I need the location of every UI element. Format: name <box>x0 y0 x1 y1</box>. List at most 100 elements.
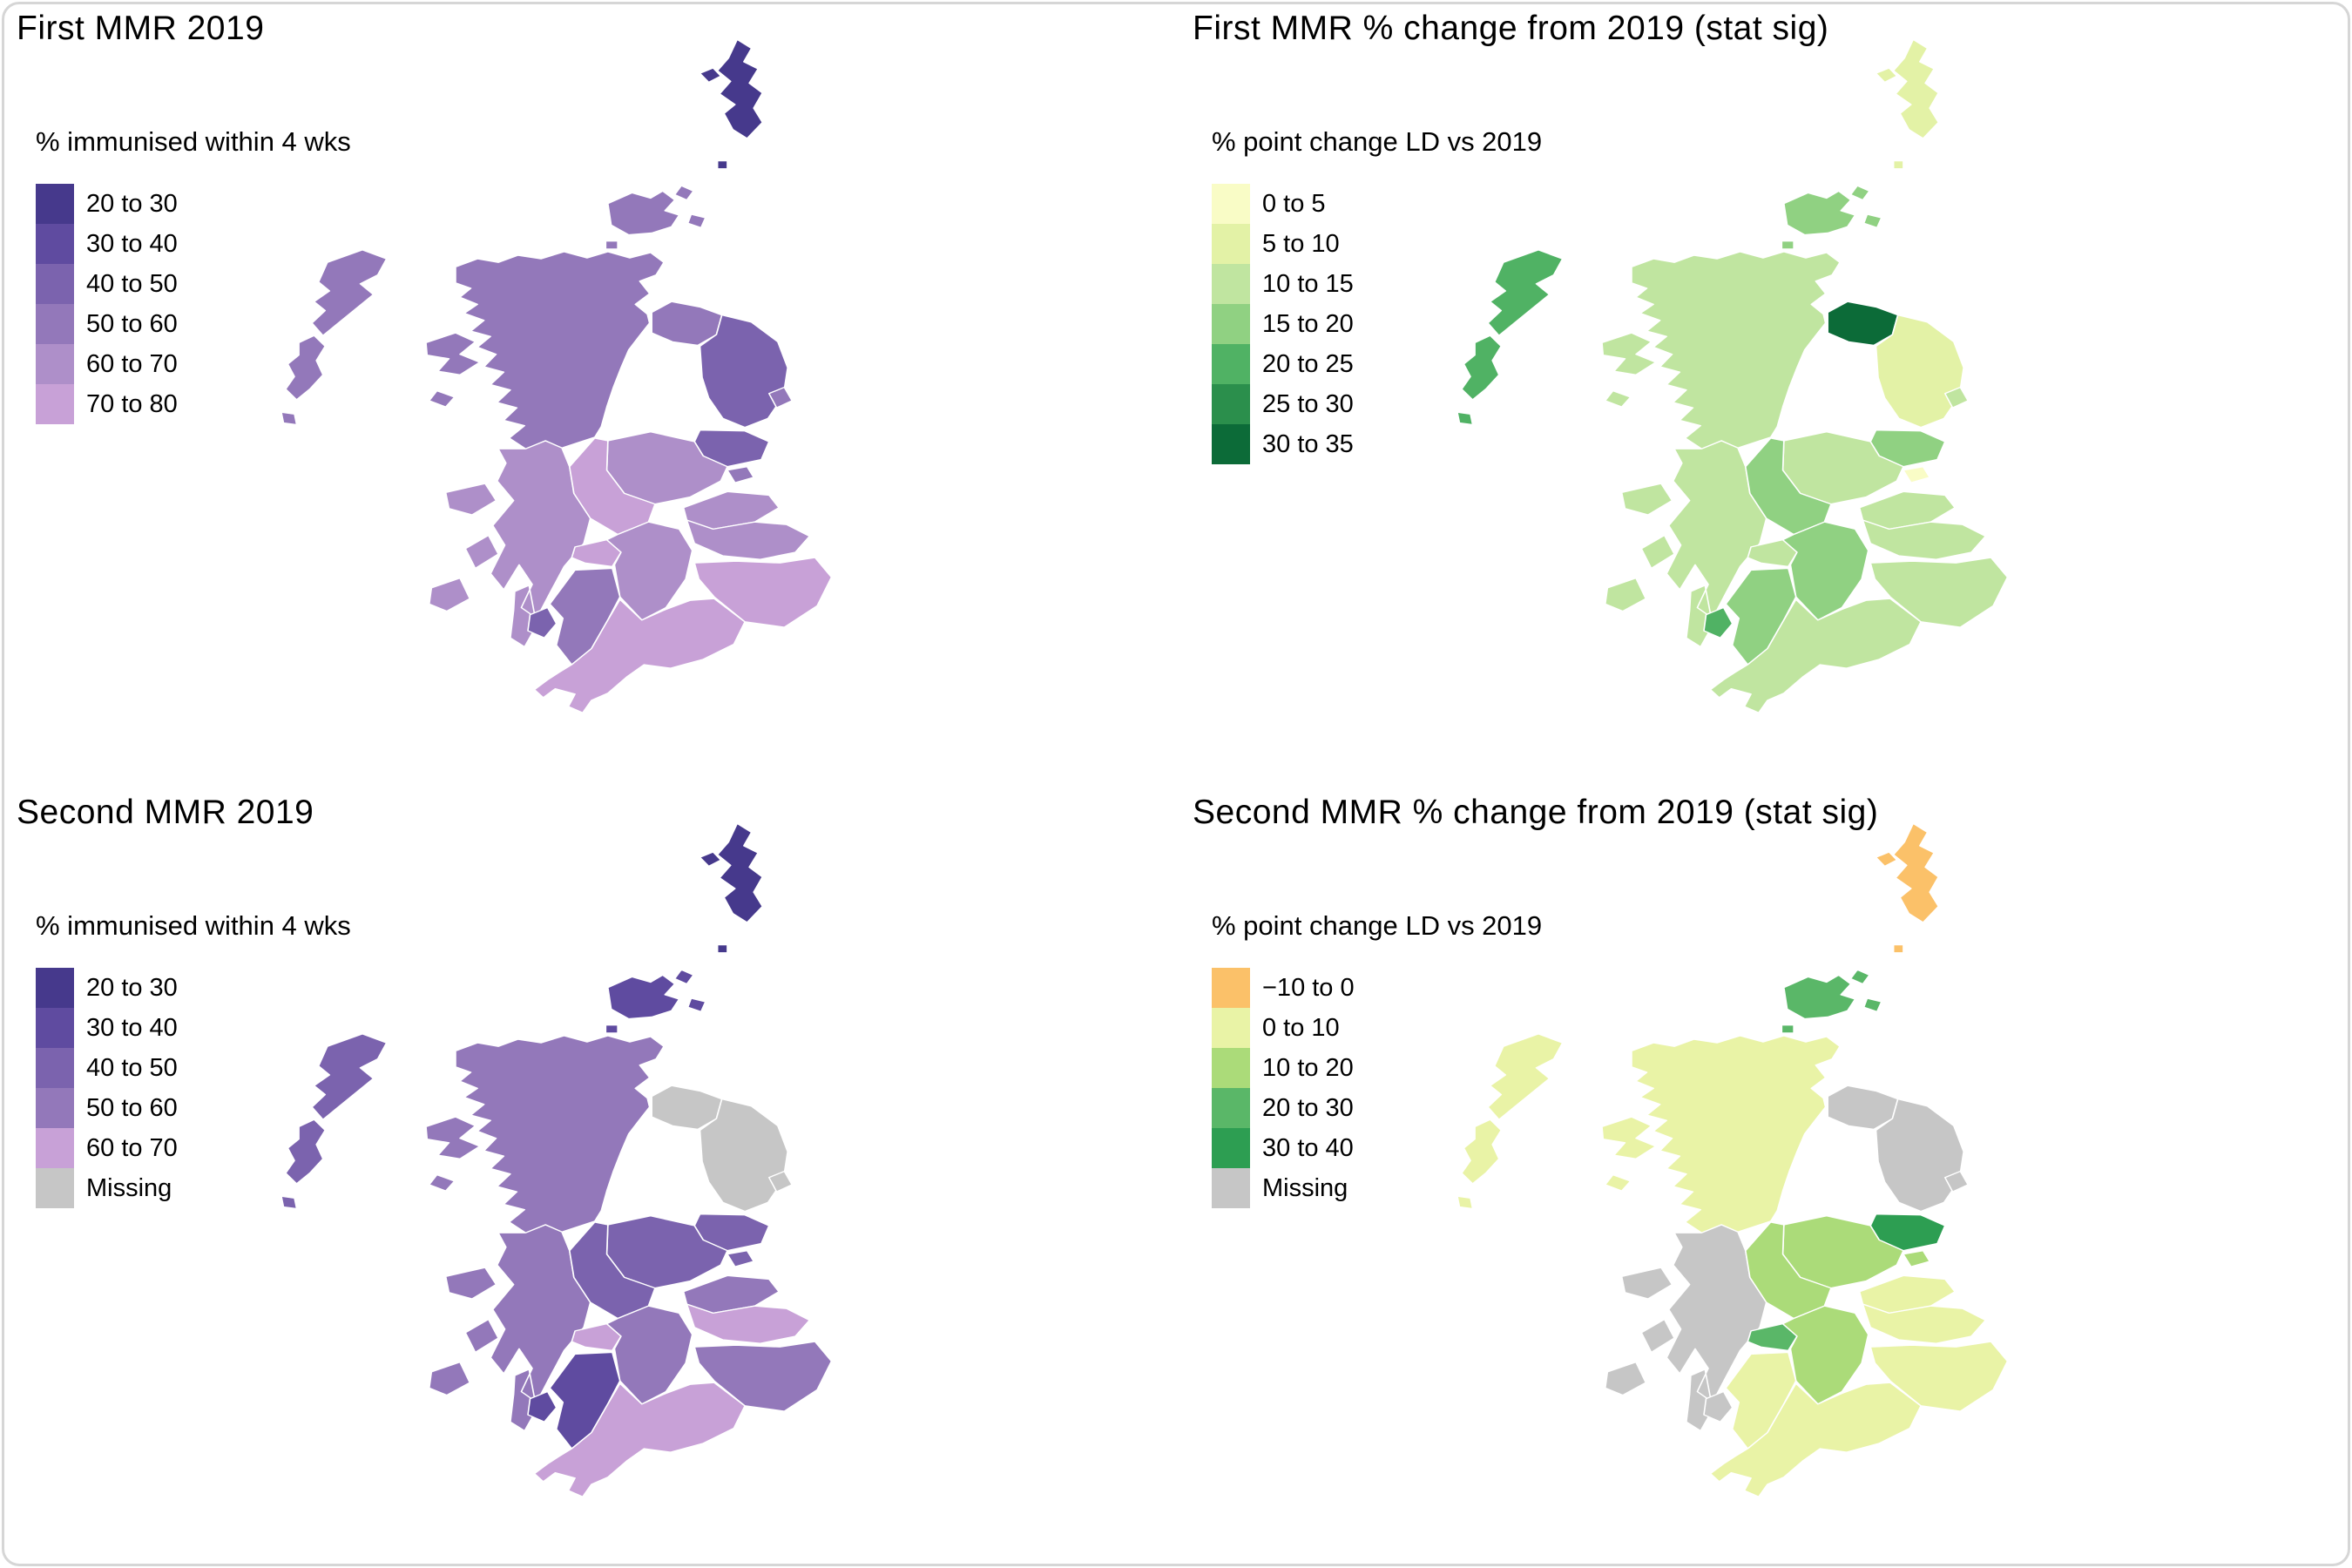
legend-item: 70 to 80 <box>36 384 351 424</box>
map-region-aberdeenshire <box>699 314 788 429</box>
legend-item: Missing <box>36 1168 351 1208</box>
legend-item: 50 to 60 <box>36 304 351 344</box>
legend-label: Missing <box>1262 1174 1348 1202</box>
legend-label: Missing <box>86 1174 172 1202</box>
legend-items: −10 to 0 0 to 10 10 to 20 20 to 30 30 to 40 M… <box>1212 968 1542 1208</box>
map-region-dundee <box>727 466 754 483</box>
map-region-western-isles <box>1456 249 1564 426</box>
map-region-aberdeenshire <box>1875 314 1964 429</box>
map-region-aberdeen-city <box>1943 386 1970 409</box>
scotland-map <box>1456 38 2009 713</box>
legend-item: Missing <box>1212 1168 1542 1208</box>
map-region-dumfries-galloway <box>533 598 746 713</box>
legend-label: 15 to 20 <box>1262 310 1354 338</box>
map-region-lothian <box>1862 1303 1987 1344</box>
page-title: First MMR % change from 2019 (stat sig) <box>1193 10 1829 47</box>
legend-swatch <box>36 1008 74 1048</box>
map-region-highland <box>1601 251 1841 449</box>
map-region-dumfries-galloway <box>533 1382 746 1497</box>
legend-item: 40 to 50 <box>36 1048 351 1088</box>
legend: % point change LD vs 2019 0 to 5 5 to 10 1… <box>1212 126 1542 464</box>
legend-swatch <box>1212 1128 1250 1168</box>
legend-swatch <box>1212 264 1250 304</box>
legend-item: 20 to 30 <box>1212 1088 1542 1128</box>
panel-grid: First MMR 2019 % immunised within 4 wks … <box>4 4 2348 1564</box>
map-region-aberdeen-city <box>1943 1170 1970 1193</box>
map-region-shetland <box>699 822 764 954</box>
map-region-borders <box>1869 557 2009 628</box>
map-region-arran <box>1703 1390 1734 1423</box>
legend-item: 30 to 40 <box>36 224 351 264</box>
map-region-borders <box>693 557 833 628</box>
map-region-aberdeenshire <box>1875 1098 1964 1213</box>
legend-label: 60 to 70 <box>86 1134 178 1162</box>
legend-label: 40 to 50 <box>86 270 178 298</box>
legend-item: 50 to 60 <box>36 1088 351 1128</box>
legend-item: 20 to 25 <box>1212 344 1542 384</box>
legend-label: 70 to 80 <box>86 390 178 418</box>
legend-label: 50 to 60 <box>86 310 178 338</box>
legend-swatch <box>1212 184 1250 224</box>
map-region-shetland <box>1875 822 1940 954</box>
page-title: Second MMR % change from 2019 (stat sig) <box>1193 794 1879 831</box>
legend-swatch <box>36 264 74 304</box>
legend-item: 30 to 40 <box>1212 1128 1542 1168</box>
legend-label: 50 to 60 <box>86 1094 178 1122</box>
legend-label: 25 to 30 <box>1262 390 1354 418</box>
legend-swatch <box>1212 968 1250 1008</box>
legend-label: 20 to 30 <box>1262 1094 1354 1122</box>
legend-label: 20 to 30 <box>86 974 178 1002</box>
map-region-argyll <box>428 1224 591 1432</box>
legend-label: 20 to 25 <box>1262 350 1354 378</box>
legend-swatch <box>36 184 74 224</box>
legend-label: 0 to 5 <box>1262 190 1326 218</box>
legend-label: 5 to 10 <box>1262 230 1340 258</box>
panel-first-mmr-change: First MMR % change from 2019 (stat sig) … <box>1180 4 2348 788</box>
map-region-orkney <box>605 969 706 1034</box>
legend-title: % immunised within 4 wks <box>36 126 351 157</box>
legend-swatch <box>1212 224 1250 264</box>
map-region-aberdeen-city <box>767 1170 794 1193</box>
map-region-dumfries-galloway <box>1709 598 1922 713</box>
legend-item: 60 to 70 <box>36 344 351 384</box>
legend-swatch <box>1212 1088 1250 1128</box>
legend-swatch <box>1212 384 1250 424</box>
map-region-orkney <box>605 185 706 250</box>
legend-swatch <box>36 968 74 1008</box>
map-region-lothian <box>686 519 811 560</box>
legend-item: 0 to 5 <box>1212 184 1542 224</box>
legend-swatch <box>36 1128 74 1168</box>
legend-label: 30 to 35 <box>1262 430 1354 458</box>
legend-label: 20 to 30 <box>86 190 178 218</box>
legend-label: 30 to 40 <box>86 1014 178 1042</box>
map-region-borders <box>693 1341 833 1412</box>
map-region-argyll <box>1604 440 1767 648</box>
legend-item: 20 to 30 <box>36 184 351 224</box>
legend-item: 10 to 15 <box>1212 264 1542 304</box>
legend-swatch <box>36 1088 74 1128</box>
legend-item: 60 to 70 <box>36 1128 351 1168</box>
map-region-stirling <box>1744 437 1832 536</box>
legend-label: 40 to 50 <box>86 1054 178 1082</box>
map-region-argyll <box>1604 1224 1767 1432</box>
legend-label: 0 to 10 <box>1262 1014 1340 1042</box>
legend-swatch <box>1212 344 1250 384</box>
map-region-lothian <box>1862 519 1987 560</box>
map-region-dundee <box>1903 1250 1930 1267</box>
map-region-aberdeen-city <box>767 386 794 409</box>
legend-swatch <box>36 344 74 384</box>
legend-items: 20 to 30 30 to 40 40 to 50 50 to 60 60 to 70… <box>36 968 351 1208</box>
map-region-arran <box>527 606 558 639</box>
panel-second-mmr-2019: Second MMR 2019 % immunised within 4 wks… <box>4 788 1180 1564</box>
legend-title: % point change LD vs 2019 <box>1212 910 1543 941</box>
map-region-dumfries-galloway <box>1709 1382 1922 1497</box>
panel-second-mmr-change: Second MMR % change from 2019 (stat sig)… <box>1180 788 2348 1564</box>
legend-label: 30 to 40 <box>1262 1134 1354 1162</box>
legend-swatch <box>36 384 74 424</box>
page-title: First MMR 2019 <box>17 10 265 47</box>
legend-item: 30 to 35 <box>1212 424 1542 464</box>
legend-item: 15 to 20 <box>1212 304 1542 344</box>
legend-label: −10 to 0 <box>1262 974 1355 1002</box>
map-region-stirling <box>1744 1221 1832 1320</box>
